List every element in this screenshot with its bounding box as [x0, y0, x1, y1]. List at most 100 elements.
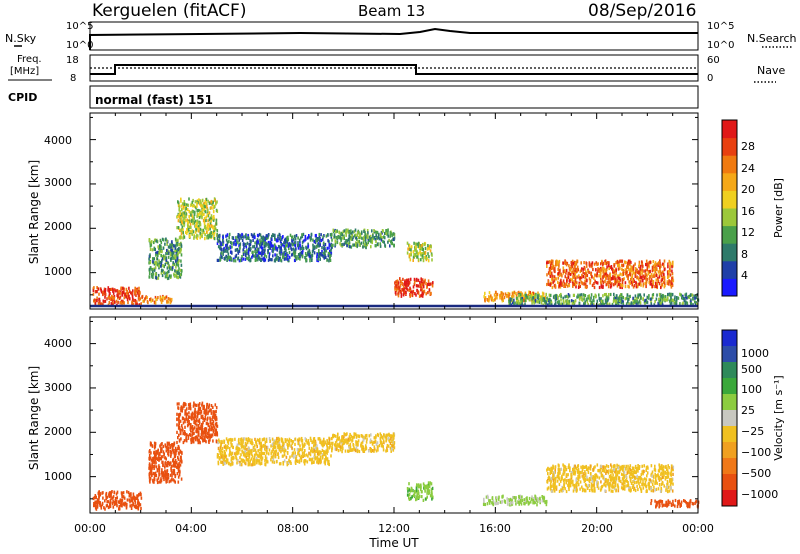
power-cell-9: [668, 259, 671, 263]
power-cell-9: [546, 273, 548, 277]
power-cell-10: [516, 296, 518, 300]
power-cell-10: [681, 296, 683, 300]
velocity-cell-0: [131, 503, 133, 507]
power-cell-9: [571, 271, 573, 275]
power-cell-7: [408, 244, 411, 248]
power-cell-8: [506, 294, 508, 299]
velocity-cell-3: [319, 461, 322, 465]
power-cell-9: [565, 271, 567, 275]
power-cell-4: [265, 255, 268, 259]
power-cell-8: [490, 296, 493, 300]
nsearch-label: N.Search: [747, 32, 797, 45]
velocity-cell-1: [154, 444, 157, 448]
power-cell-9: [589, 264, 591, 268]
velocity-cell-2: [182, 421, 185, 425]
velocity-cell-2: [200, 410, 203, 414]
power-cell-5: [340, 237, 343, 241]
power-cell-3: [201, 216, 203, 220]
power-cell-0: [128, 289, 131, 293]
power-cell-9: [657, 263, 659, 267]
power-cell-9: [548, 268, 551, 272]
power-cell-9: [592, 267, 594, 272]
power-cell-3: [182, 228, 184, 232]
power-cell-4: [237, 251, 240, 255]
power-cell-10: [617, 301, 619, 305]
power-cell-10: [576, 295, 578, 299]
power-cell-4: [222, 248, 225, 252]
power-cell-4: [325, 234, 328, 238]
velocity-cell-0: [136, 505, 139, 509]
velocity-cell-3: [240, 458, 243, 462]
velocity-cell-3: [257, 453, 259, 457]
power-cell-4: [259, 251, 262, 255]
velocity-cell-1: [166, 442, 169, 447]
power-cell-6: [397, 287, 399, 291]
velocity-cell-0: [122, 491, 125, 495]
power-cell-9: [551, 266, 554, 270]
power-cell-9: [601, 260, 603, 265]
power-cell-9: [550, 277, 553, 281]
power-cell-6: [426, 285, 428, 289]
power-cell-3: [180, 199, 182, 203]
power-cell-3: [200, 214, 202, 218]
velocity-cell-1: [165, 445, 168, 449]
power-cell-9: [658, 275, 661, 279]
power-cell-0: [127, 292, 130, 296]
power-cell-4: [326, 246, 329, 250]
power-cell-5: [355, 243, 357, 248]
power-cell-4: [238, 259, 241, 263]
velocity-cell-3: [219, 451, 221, 455]
power-cell-10: [609, 292, 612, 297]
power-cell-2: [151, 273, 153, 277]
power-cell-3: [194, 200, 197, 204]
power-cell-4: [330, 249, 332, 253]
power-cell-0: [120, 286, 122, 290]
power-cell-0: [134, 289, 136, 293]
velocity-cell-2: [207, 432, 209, 436]
power-cell-10: [518, 294, 520, 298]
velocity-cell-2: [193, 420, 195, 424]
velocity-cell-1: [155, 452, 157, 457]
power-cell-0: [107, 286, 110, 290]
power-cell-0: [104, 299, 107, 303]
power-cell-2: [165, 260, 168, 264]
power-cell-3: [210, 224, 213, 228]
power-cell-5: [331, 238, 333, 242]
power-cell-0: [127, 296, 129, 300]
power-cell-4: [247, 233, 249, 238]
power-cell-2: [160, 254, 162, 258]
power-cell-3: [207, 219, 209, 223]
power-cell-3: [215, 222, 218, 226]
velocity-cell-1: [161, 473, 163, 478]
power-cell-10: [582, 293, 585, 297]
beam-title: Beam 13: [358, 2, 425, 20]
power-cell-4: [257, 240, 259, 244]
velocity-cell-3: [247, 463, 250, 467]
power-cell-4: [239, 242, 242, 246]
power-cell-4: [218, 239, 220, 243]
velocity-cell-2: [205, 435, 208, 439]
power-cell-4: [234, 255, 237, 259]
power-cell-10: [532, 296, 535, 300]
power-cell-3: [214, 204, 216, 208]
velocity-cell-3: [258, 461, 260, 465]
power-cell-2: [180, 272, 183, 276]
power-cell-4: [312, 238, 314, 242]
velocity-cell-1: [148, 462, 151, 466]
power-cell-10: [659, 296, 662, 300]
velocity-cell-2: [179, 412, 182, 416]
power-cell-1: [145, 295, 147, 299]
power-cell-2: [178, 271, 180, 275]
power-cell-9: [667, 274, 670, 279]
power-cell-9: [613, 279, 616, 283]
velocity-cell-2: [197, 430, 200, 434]
velocity-cell-3: [292, 451, 295, 455]
power-cell-5: [381, 231, 383, 235]
velocity-cell-1: [158, 466, 161, 470]
power-cell-2: [167, 276, 170, 280]
power-cell-10: [640, 295, 642, 299]
power-cell-6: [409, 286, 411, 290]
power-cell-10: [538, 294, 540, 298]
power-cell-9: [564, 261, 566, 265]
velocity-cell-3: [248, 449, 250, 453]
